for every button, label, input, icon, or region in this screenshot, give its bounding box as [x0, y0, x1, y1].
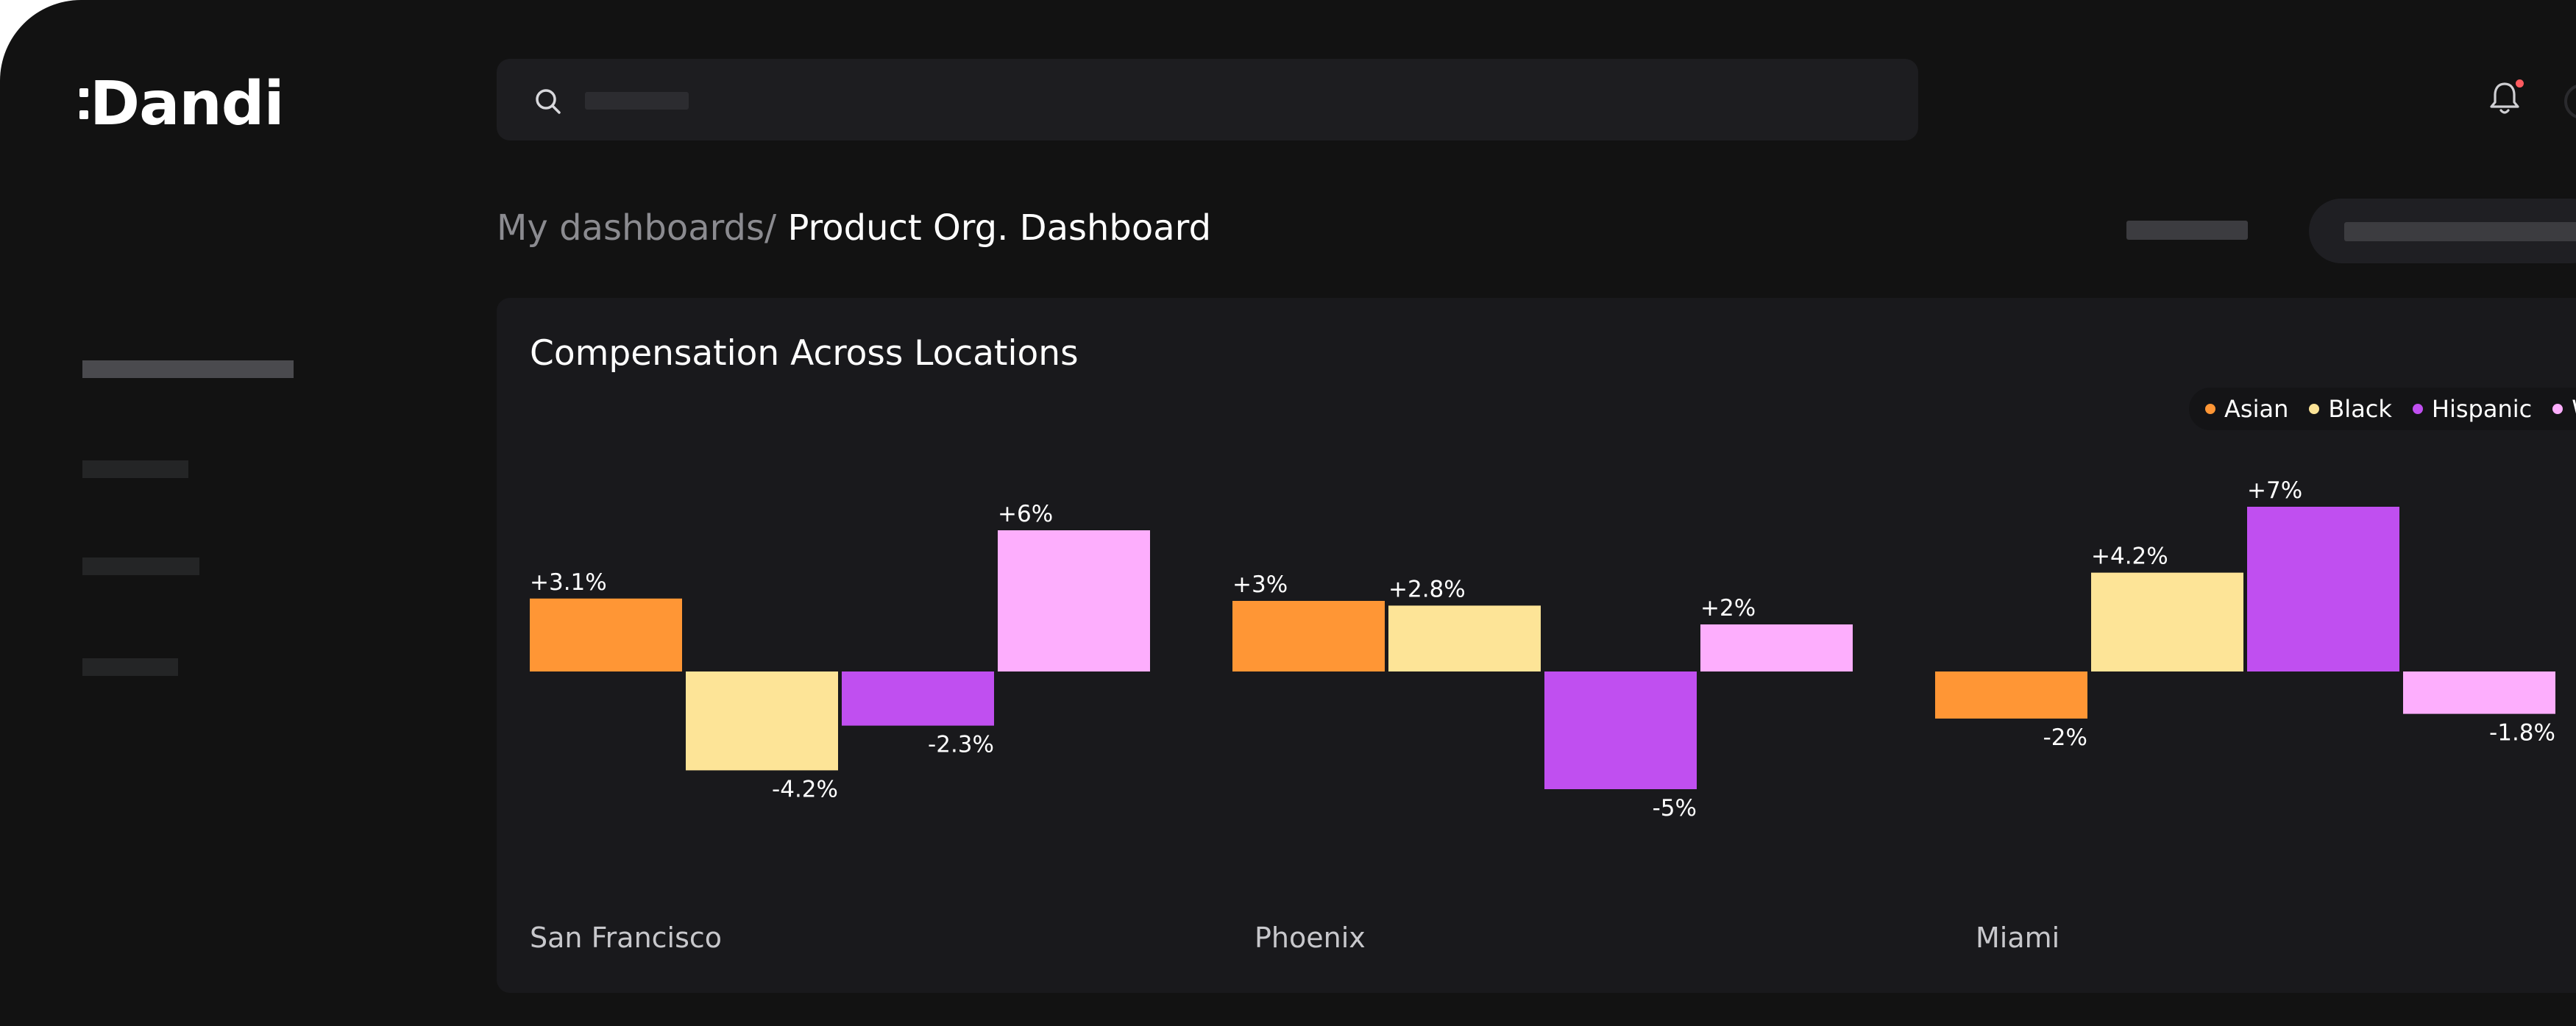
data-label: +3.1%	[530, 569, 607, 596]
search-bar[interactable]	[497, 59, 1918, 140]
toolbar-pill-button[interactable]	[2309, 199, 2576, 263]
bar-miami-white[interactable]	[2403, 671, 2555, 714]
bar-san-francisco-black[interactable]	[686, 671, 838, 771]
bar-miami-black[interactable]	[2091, 572, 2243, 671]
legend-label: Asian	[2224, 395, 2289, 423]
bar-miami-hispanic[interactable]	[2247, 507, 2399, 671]
sidebar-item[interactable]	[82, 557, 199, 575]
search-icon	[536, 89, 561, 114]
logo-text: Dandi	[90, 68, 285, 139]
category-label: Miami	[1976, 922, 2059, 954]
legend-item-asian: Asian	[2205, 395, 2288, 423]
legend-swatch-asian	[2205, 404, 2215, 414]
bell-icon[interactable]	[2487, 79, 2522, 116]
data-label: +4.2%	[2091, 544, 2168, 570]
data-label: -2%	[2043, 724, 2087, 751]
sidebar-item-active[interactable]	[82, 360, 294, 378]
bar-san-francisco-hispanic[interactable]	[842, 671, 994, 726]
bar-chart: +3.1% -4.2% -2.3% +6% San Francisco +3% +2.8% -…	[530, 477, 2555, 954]
data-label: +2%	[1700, 595, 1756, 621]
bar-san-francisco-white[interactable]	[998, 530, 1150, 671]
bar-phoenix-black[interactable]	[1388, 605, 1541, 671]
search-placeholder	[585, 92, 689, 110]
data-label: +6%	[998, 501, 1053, 527]
legend-label: White	[2572, 395, 2576, 423]
category-label: San Francisco	[530, 922, 722, 954]
bar-miami-asian[interactable]	[1935, 671, 2087, 719]
data-label: +7%	[2247, 477, 2302, 504]
bar-phoenix-hispanic[interactable]	[1544, 671, 1697, 789]
breadcrumb-current: Product Org. Dashboard	[787, 207, 1212, 249]
legend-item-white: White	[2552, 395, 2576, 423]
data-label: -5%	[1653, 795, 1697, 822]
chart-card: Compensation Across Locations Asian Black…	[497, 298, 2576, 993]
data-label: +3%	[1232, 571, 1288, 598]
card-title: Compensation Across Locations	[530, 333, 1079, 374]
category-label: Phoenix	[1255, 922, 1366, 954]
dandi-logo[interactable]: Dandi	[79, 68, 285, 139]
legend-item-black: Black	[2309, 395, 2392, 423]
breadcrumb: My dashboards/ Product Org. Dashboard	[497, 207, 1211, 249]
toolbar-action[interactable]	[2126, 221, 2248, 240]
legend-item-hispanic: Hispanic	[2412, 395, 2533, 423]
sidebar-item[interactable]	[82, 658, 178, 676]
legend-label: Hispanic	[2431, 395, 2533, 423]
breadcrumb-parent-link[interactable]: My dashboards/	[497, 207, 777, 249]
sidebar-item[interactable]	[82, 460, 188, 478]
avatar[interactable]	[2564, 84, 2576, 119]
chart-legend: Asian Black Hispanic White	[2189, 388, 2576, 430]
legend-swatch-white	[2552, 404, 2563, 414]
bar-phoenix-white[interactable]	[1700, 624, 1853, 671]
bar-san-francisco-asian[interactable]	[530, 598, 682, 671]
data-label: -2.3%	[928, 732, 994, 758]
bar-phoenix-asian[interactable]	[1232, 601, 1385, 671]
legend-swatch-black	[2309, 404, 2320, 414]
legend-swatch-hispanic	[2412, 404, 2423, 414]
data-label: -1.8%	[2489, 720, 2555, 747]
data-label: +2.8%	[1388, 576, 1466, 602]
notification-badge	[2516, 79, 2524, 88]
pill-label-placeholder	[2344, 222, 2576, 241]
data-label: -4.2%	[772, 776, 838, 802]
legend-label: Black	[2328, 395, 2392, 423]
logo-mark-icon	[79, 88, 88, 119]
